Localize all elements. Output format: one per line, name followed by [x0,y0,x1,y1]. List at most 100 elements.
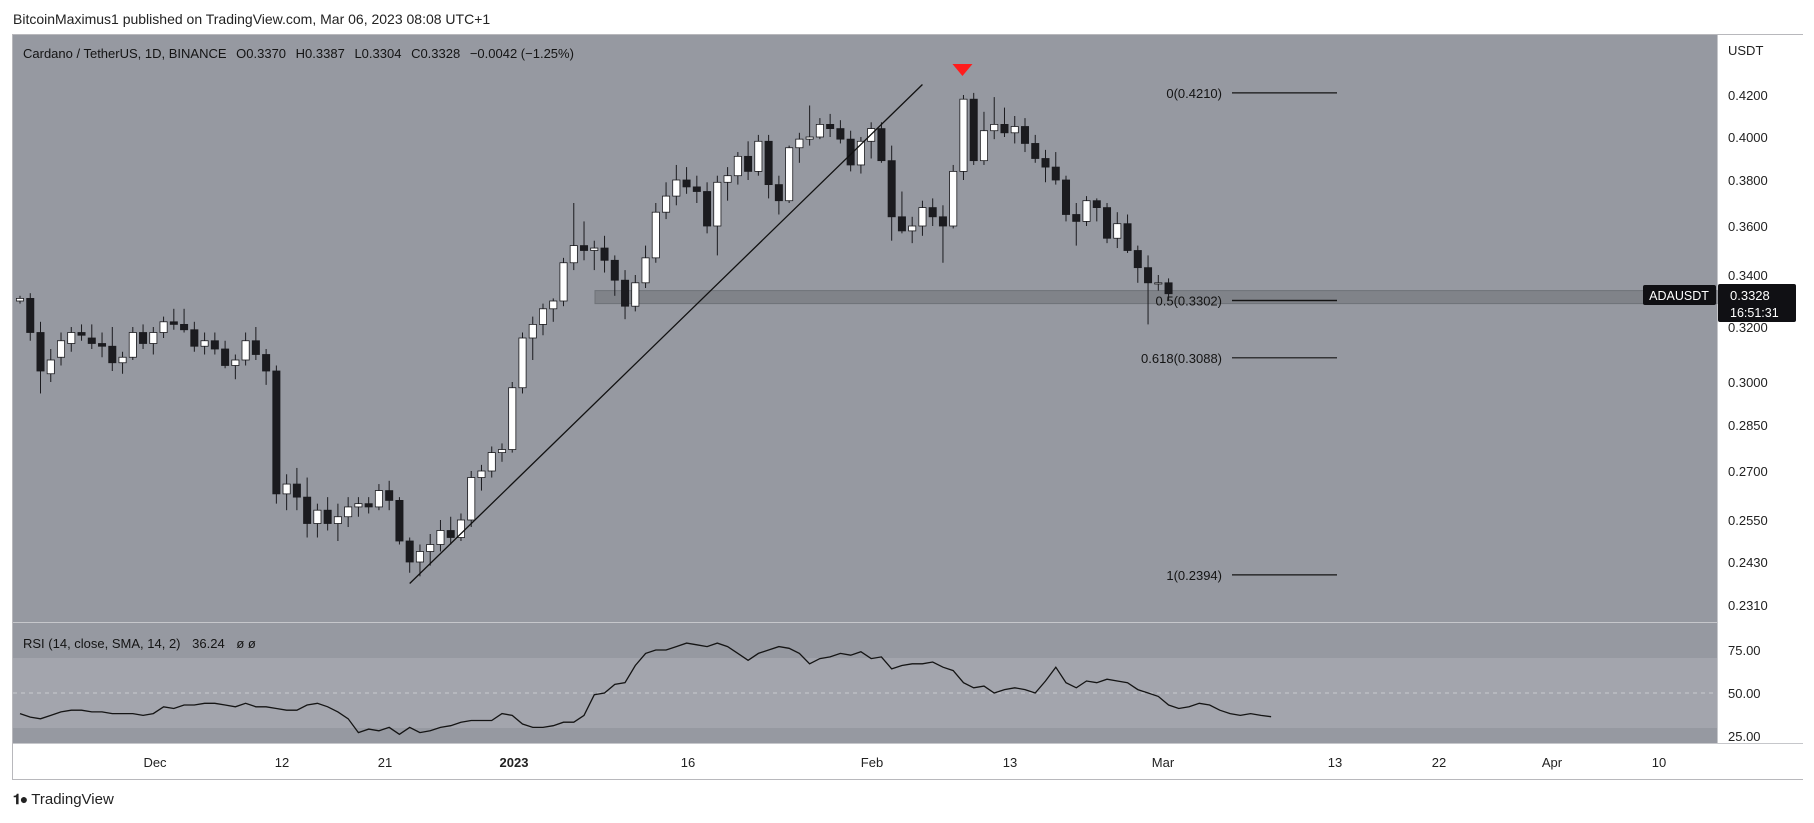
symbol-tag: ADAUSDT [1649,289,1709,303]
time-tick: 13 [1003,755,1017,770]
candle-body [897,216,906,232]
candle-body [733,155,742,177]
candle-body [456,519,465,538]
candle-body [241,340,250,361]
candle-body [118,356,127,364]
legend-c-label: C [411,46,420,61]
candle [1113,212,1122,249]
candle-body [405,540,414,563]
candle [785,145,794,203]
candle-body [692,186,701,192]
candle-body [590,247,599,251]
candle [77,324,86,341]
candle [539,303,548,336]
candle-body [169,321,178,325]
candle [446,516,455,545]
candle-body [908,225,917,232]
fib-label-0-618: 0.618(0.3088) [1141,351,1222,366]
legend-open: 0.3370 [246,46,286,61]
legend-h-label: H [296,46,305,61]
candle [1133,245,1142,283]
candle [1051,152,1060,185]
candle [631,275,640,312]
candle-body [190,329,199,347]
candle [1062,175,1071,222]
candle-body [364,503,373,508]
time-tick: Feb [861,755,883,770]
price-tick: 0.2430 [1728,555,1768,570]
red-down-triangle-icon [952,64,973,76]
candle [139,324,148,349]
candle-body [754,140,763,172]
candle [528,316,537,360]
candle [46,349,55,382]
price-tick: 0.2310 [1728,598,1768,613]
candle-body [77,332,86,336]
candle [877,122,886,163]
candle [610,255,619,296]
candle-body [682,179,691,188]
price-tick: 0.3200 [1728,320,1768,335]
candle-body [1123,223,1132,251]
candle [1144,255,1153,325]
candle [1072,203,1081,246]
candle-body [36,332,45,372]
candle-body [344,506,353,518]
candle [36,321,45,394]
candle [313,503,322,538]
candle-body [959,98,968,172]
candle [374,484,383,511]
candle-body [1103,207,1112,239]
candle [600,235,609,273]
candle [826,113,835,137]
candle-body [795,138,804,149]
candle-body [508,387,517,450]
rsi-tick-75: 75.00 [1728,643,1761,658]
candle-body [1113,223,1122,239]
candle-body [651,211,660,259]
tradingview-brand[interactable]: 𝟏● TradingView [13,791,114,808]
candle [1164,278,1173,300]
candle-body [1031,143,1040,159]
candle [662,182,671,220]
chart-legend: Cardano / TetherUS, 1D, BINANCE O0.3370 … [23,46,574,61]
candle [333,503,342,541]
candle [692,175,701,203]
candle [1123,214,1132,253]
time-tick: 2023 [500,755,529,770]
candle-body [1020,126,1029,144]
candle [1154,275,1163,291]
candle-body [262,354,271,372]
candle-body [621,279,630,307]
ascending-trendline [409,84,923,584]
candle-body [1010,126,1019,134]
candle [774,175,783,215]
legend-close: 0.3328 [420,46,460,61]
publisher-line: BitcoinMaximus1 published on TradingView… [13,11,491,27]
candle [87,324,96,349]
candle-body [303,496,312,524]
candle-body [436,530,445,545]
candle-body [569,245,578,264]
candle [118,351,127,374]
candle-body [887,160,896,218]
candle-body [1164,282,1173,295]
candle-body [374,490,383,508]
candle-body [979,130,988,162]
candle-body [497,449,506,453]
candle [897,191,906,234]
candle [1031,134,1040,163]
candle [98,332,107,358]
candle [569,203,578,271]
fib-label-0-5: 0.5(0.3302) [1156,293,1223,308]
candle [159,316,168,338]
candle [477,464,486,491]
fibonacci-levels [1232,92,1337,576]
legend-change: −0.0042 (−1.25%) [470,46,574,61]
candle-body [159,321,168,333]
price-tick: 0.2550 [1728,513,1768,528]
time-axis-background [13,744,1803,779]
candle [292,467,301,511]
candle-body [549,300,558,310]
